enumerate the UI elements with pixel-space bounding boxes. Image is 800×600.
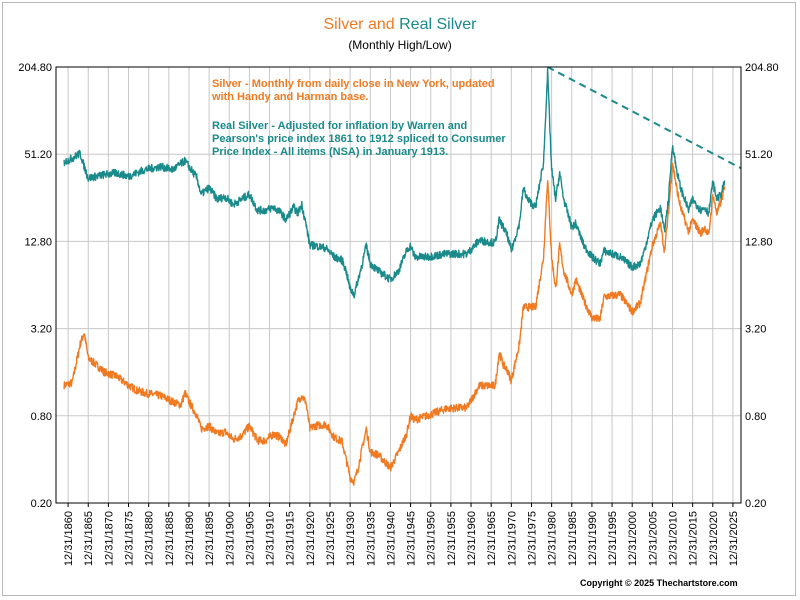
x-tick-label: 12/31/1930 bbox=[345, 511, 357, 566]
y-tick-label-left: 0.80 bbox=[31, 411, 52, 423]
chart-title: Silver and Real Silver bbox=[0, 16, 800, 34]
x-tick-label: 12/31/1960 bbox=[466, 511, 478, 566]
x-tick-label: 12/31/1965 bbox=[486, 511, 498, 566]
y-tick-label-right: 51.20 bbox=[745, 149, 773, 161]
x-tick-label: 12/31/1880 bbox=[144, 511, 156, 566]
chart-subtitle: (Monthly High/Low) bbox=[348, 38, 452, 52]
x-tick-label: 12/31/1955 bbox=[446, 511, 458, 566]
title-silver: Silver bbox=[323, 16, 364, 33]
x-tick-label: 12/31/1920 bbox=[305, 511, 317, 566]
series-real-silver-line bbox=[63, 67, 726, 299]
y-tick-label-left: 12.80 bbox=[24, 236, 52, 248]
x-tick-label: 12/31/2010 bbox=[668, 511, 680, 566]
trendline-dashed bbox=[547, 66, 742, 170]
x-tick-label: 12/31/1995 bbox=[607, 511, 619, 566]
x-tick-label: 12/31/1980 bbox=[547, 511, 559, 566]
x-tick-label: 12/31/1970 bbox=[506, 511, 518, 566]
x-tick-label: 12/31/1870 bbox=[103, 511, 115, 566]
x-tick-label: 12/31/1875 bbox=[124, 511, 136, 566]
y-tick-label-right: 12.80 bbox=[745, 236, 773, 248]
x-tick-label: 12/31/1905 bbox=[244, 511, 256, 566]
y-tick-label-left: 3.20 bbox=[31, 324, 52, 336]
x-tick-label: 12/31/2020 bbox=[708, 511, 720, 566]
series-layer bbox=[63, 66, 742, 486]
y-tick-label-right: 204.80 bbox=[745, 62, 779, 74]
grid bbox=[56, 67, 741, 503]
x-tick-label: 12/31/1945 bbox=[406, 511, 418, 566]
x-tick-label: 12/31/1990 bbox=[587, 511, 599, 566]
series-silver-line bbox=[63, 162, 726, 486]
x-tick-label: 12/31/1885 bbox=[164, 511, 176, 566]
x-tick-label: 12/31/2005 bbox=[647, 511, 659, 566]
y-tick-label-right: 0.20 bbox=[745, 498, 766, 510]
y-tick-label-right: 3.20 bbox=[745, 324, 766, 336]
y-tick-label-left: 51.20 bbox=[24, 149, 52, 161]
y-tick-label-left: 0.20 bbox=[31, 498, 52, 510]
copyright: Copyright © 2025 Thechartstore.com bbox=[580, 578, 738, 588]
title-real-silver: Real Silver bbox=[399, 16, 477, 33]
x-tick-label: 12/31/1915 bbox=[285, 511, 297, 566]
x-tick-label: 12/31/1940 bbox=[385, 511, 397, 566]
x-tick-label: 12/31/1890 bbox=[184, 511, 196, 566]
x-tick-label: 12/31/2015 bbox=[688, 511, 700, 566]
x-tick-label: 12/31/1985 bbox=[567, 511, 579, 566]
x-tick-label: 12/31/1900 bbox=[224, 511, 236, 566]
x-tick-label: 12/31/1975 bbox=[526, 511, 538, 566]
y-tick-label-right: 0.80 bbox=[745, 411, 766, 423]
x-tick-label: 12/31/2000 bbox=[627, 511, 639, 566]
x-tick-label: 12/31/1910 bbox=[265, 511, 277, 566]
annotation-silver: Silver - Monthly from daily close in New… bbox=[212, 78, 495, 103]
x-tick-label: 12/31/2025 bbox=[728, 511, 740, 566]
plot-area bbox=[55, 66, 742, 504]
annotation-real-silver: Real Silver - Adjusted for inflation by … bbox=[212, 120, 506, 158]
x-tick-label: 12/31/1860 bbox=[63, 511, 75, 566]
x-tick-label: 12/31/1925 bbox=[325, 511, 337, 566]
y-axis: 0.20 0.20 0.80 0.80 3.20 3.20 12.80 12.80 51.20 5… bbox=[18, 62, 778, 510]
x-tick-label: 12/31/1935 bbox=[365, 511, 377, 566]
x-tick-label: 12/31/1950 bbox=[426, 511, 438, 566]
x-tick-label: 12/31/1865 bbox=[83, 511, 95, 566]
x-tick-label: 12/31/1895 bbox=[204, 511, 216, 566]
y-tick-label-left: 204.80 bbox=[18, 62, 52, 74]
title-and: and bbox=[367, 16, 395, 33]
x-axis: 12/31/1860 12/31/1865 12/31/1870 12/31/1875… bbox=[63, 503, 740, 566]
